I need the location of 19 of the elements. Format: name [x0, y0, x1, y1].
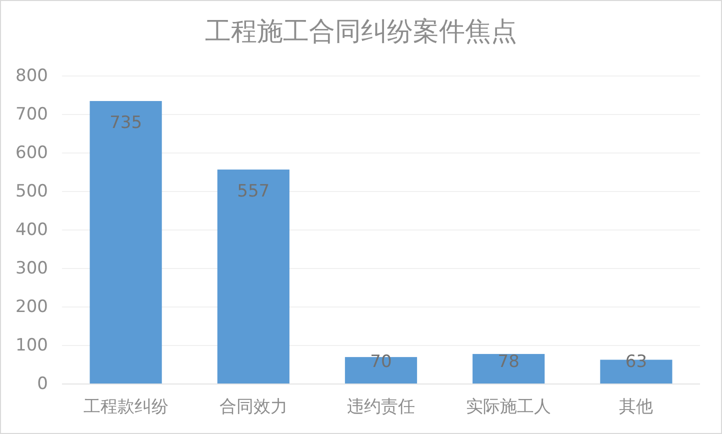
data-label: 78: [498, 352, 520, 372]
y-tick-label: 0: [37, 374, 48, 394]
y-tick-label: 700: [16, 104, 48, 124]
y-tick-label: 100: [16, 336, 48, 356]
x-tick-label: 其他: [619, 397, 654, 417]
data-label: 70: [370, 352, 392, 372]
data-label: 557: [237, 182, 270, 202]
data-label: 735: [110, 113, 142, 134]
x-tick-label: 工程款纠纷: [83, 397, 168, 417]
x-tick-label: 违约责任: [347, 397, 415, 417]
y-tick-label: 500: [16, 182, 48, 202]
y-tick-label: 300: [16, 258, 48, 278]
y-tick-label: 600: [16, 143, 48, 163]
y-tick-label: 800: [16, 66, 48, 86]
x-tick-label: 合同效力: [219, 397, 288, 417]
y-tick-label: 200: [16, 297, 48, 317]
y-tick-label: 400: [16, 220, 48, 240]
x-tick-label: 实际施工人: [466, 397, 552, 417]
title: 工程施工合同纠纷案件焦点: [205, 17, 517, 47]
